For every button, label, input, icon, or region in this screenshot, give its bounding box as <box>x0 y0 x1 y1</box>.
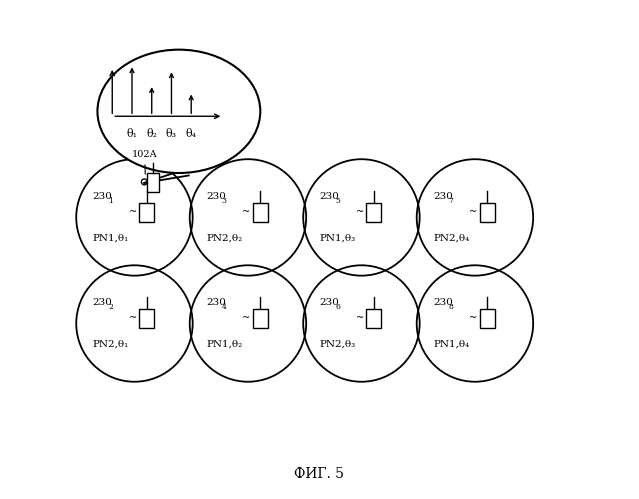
Text: ~: ~ <box>129 207 137 217</box>
Bar <box>366 309 381 328</box>
Text: ~: ~ <box>242 312 250 322</box>
Text: 8: 8 <box>449 303 454 311</box>
Text: ~: ~ <box>469 207 477 217</box>
Bar <box>480 203 495 222</box>
Text: ~: ~ <box>129 312 137 322</box>
Text: 3: 3 <box>222 197 227 205</box>
Text: 5: 5 <box>335 197 340 205</box>
Text: PN1,θ₂: PN1,θ₂ <box>206 340 242 349</box>
Text: θ₄: θ₄ <box>186 129 197 139</box>
Text: 6: 6 <box>335 303 340 311</box>
Text: 7: 7 <box>449 197 454 205</box>
Text: 230: 230 <box>93 192 112 201</box>
Text: ФИГ. 5: ФИГ. 5 <box>295 468 344 482</box>
Text: 230: 230 <box>206 298 226 307</box>
Text: PN2,θ₃: PN2,θ₃ <box>320 340 356 349</box>
Bar <box>480 309 495 328</box>
Text: 1: 1 <box>108 197 113 205</box>
Bar <box>139 309 154 328</box>
Text: 230: 230 <box>320 298 339 307</box>
Text: PN2,θ₂: PN2,θ₂ <box>206 234 242 243</box>
Text: ~: ~ <box>242 207 250 217</box>
Text: 4: 4 <box>222 303 227 311</box>
Text: PN2,θ₄: PN2,θ₄ <box>433 234 469 243</box>
Text: ~: ~ <box>356 312 364 322</box>
Text: θ₁: θ₁ <box>127 129 137 139</box>
Text: 2: 2 <box>108 303 113 311</box>
Text: 230: 230 <box>93 298 112 307</box>
Bar <box>139 203 154 222</box>
Text: 230: 230 <box>433 298 453 307</box>
Bar <box>253 203 268 222</box>
Text: PN1,θ₄: PN1,θ₄ <box>433 340 469 349</box>
Ellipse shape <box>98 50 260 173</box>
Bar <box>366 203 381 222</box>
Text: 230: 230 <box>206 192 226 201</box>
Text: θ₃: θ₃ <box>166 129 177 139</box>
Bar <box>147 173 159 192</box>
Text: 102A: 102A <box>132 150 158 174</box>
Text: PN1,θ₃: PN1,θ₃ <box>320 234 356 243</box>
Text: PN2,θ₁: PN2,θ₁ <box>93 340 129 349</box>
Text: ~: ~ <box>356 207 364 217</box>
Text: 230: 230 <box>320 192 339 201</box>
Bar <box>253 309 268 328</box>
Text: ~: ~ <box>469 312 477 322</box>
Text: PN1,θ₁: PN1,θ₁ <box>93 234 129 243</box>
Text: 230: 230 <box>433 192 453 201</box>
Text: θ₂: θ₂ <box>146 129 157 139</box>
